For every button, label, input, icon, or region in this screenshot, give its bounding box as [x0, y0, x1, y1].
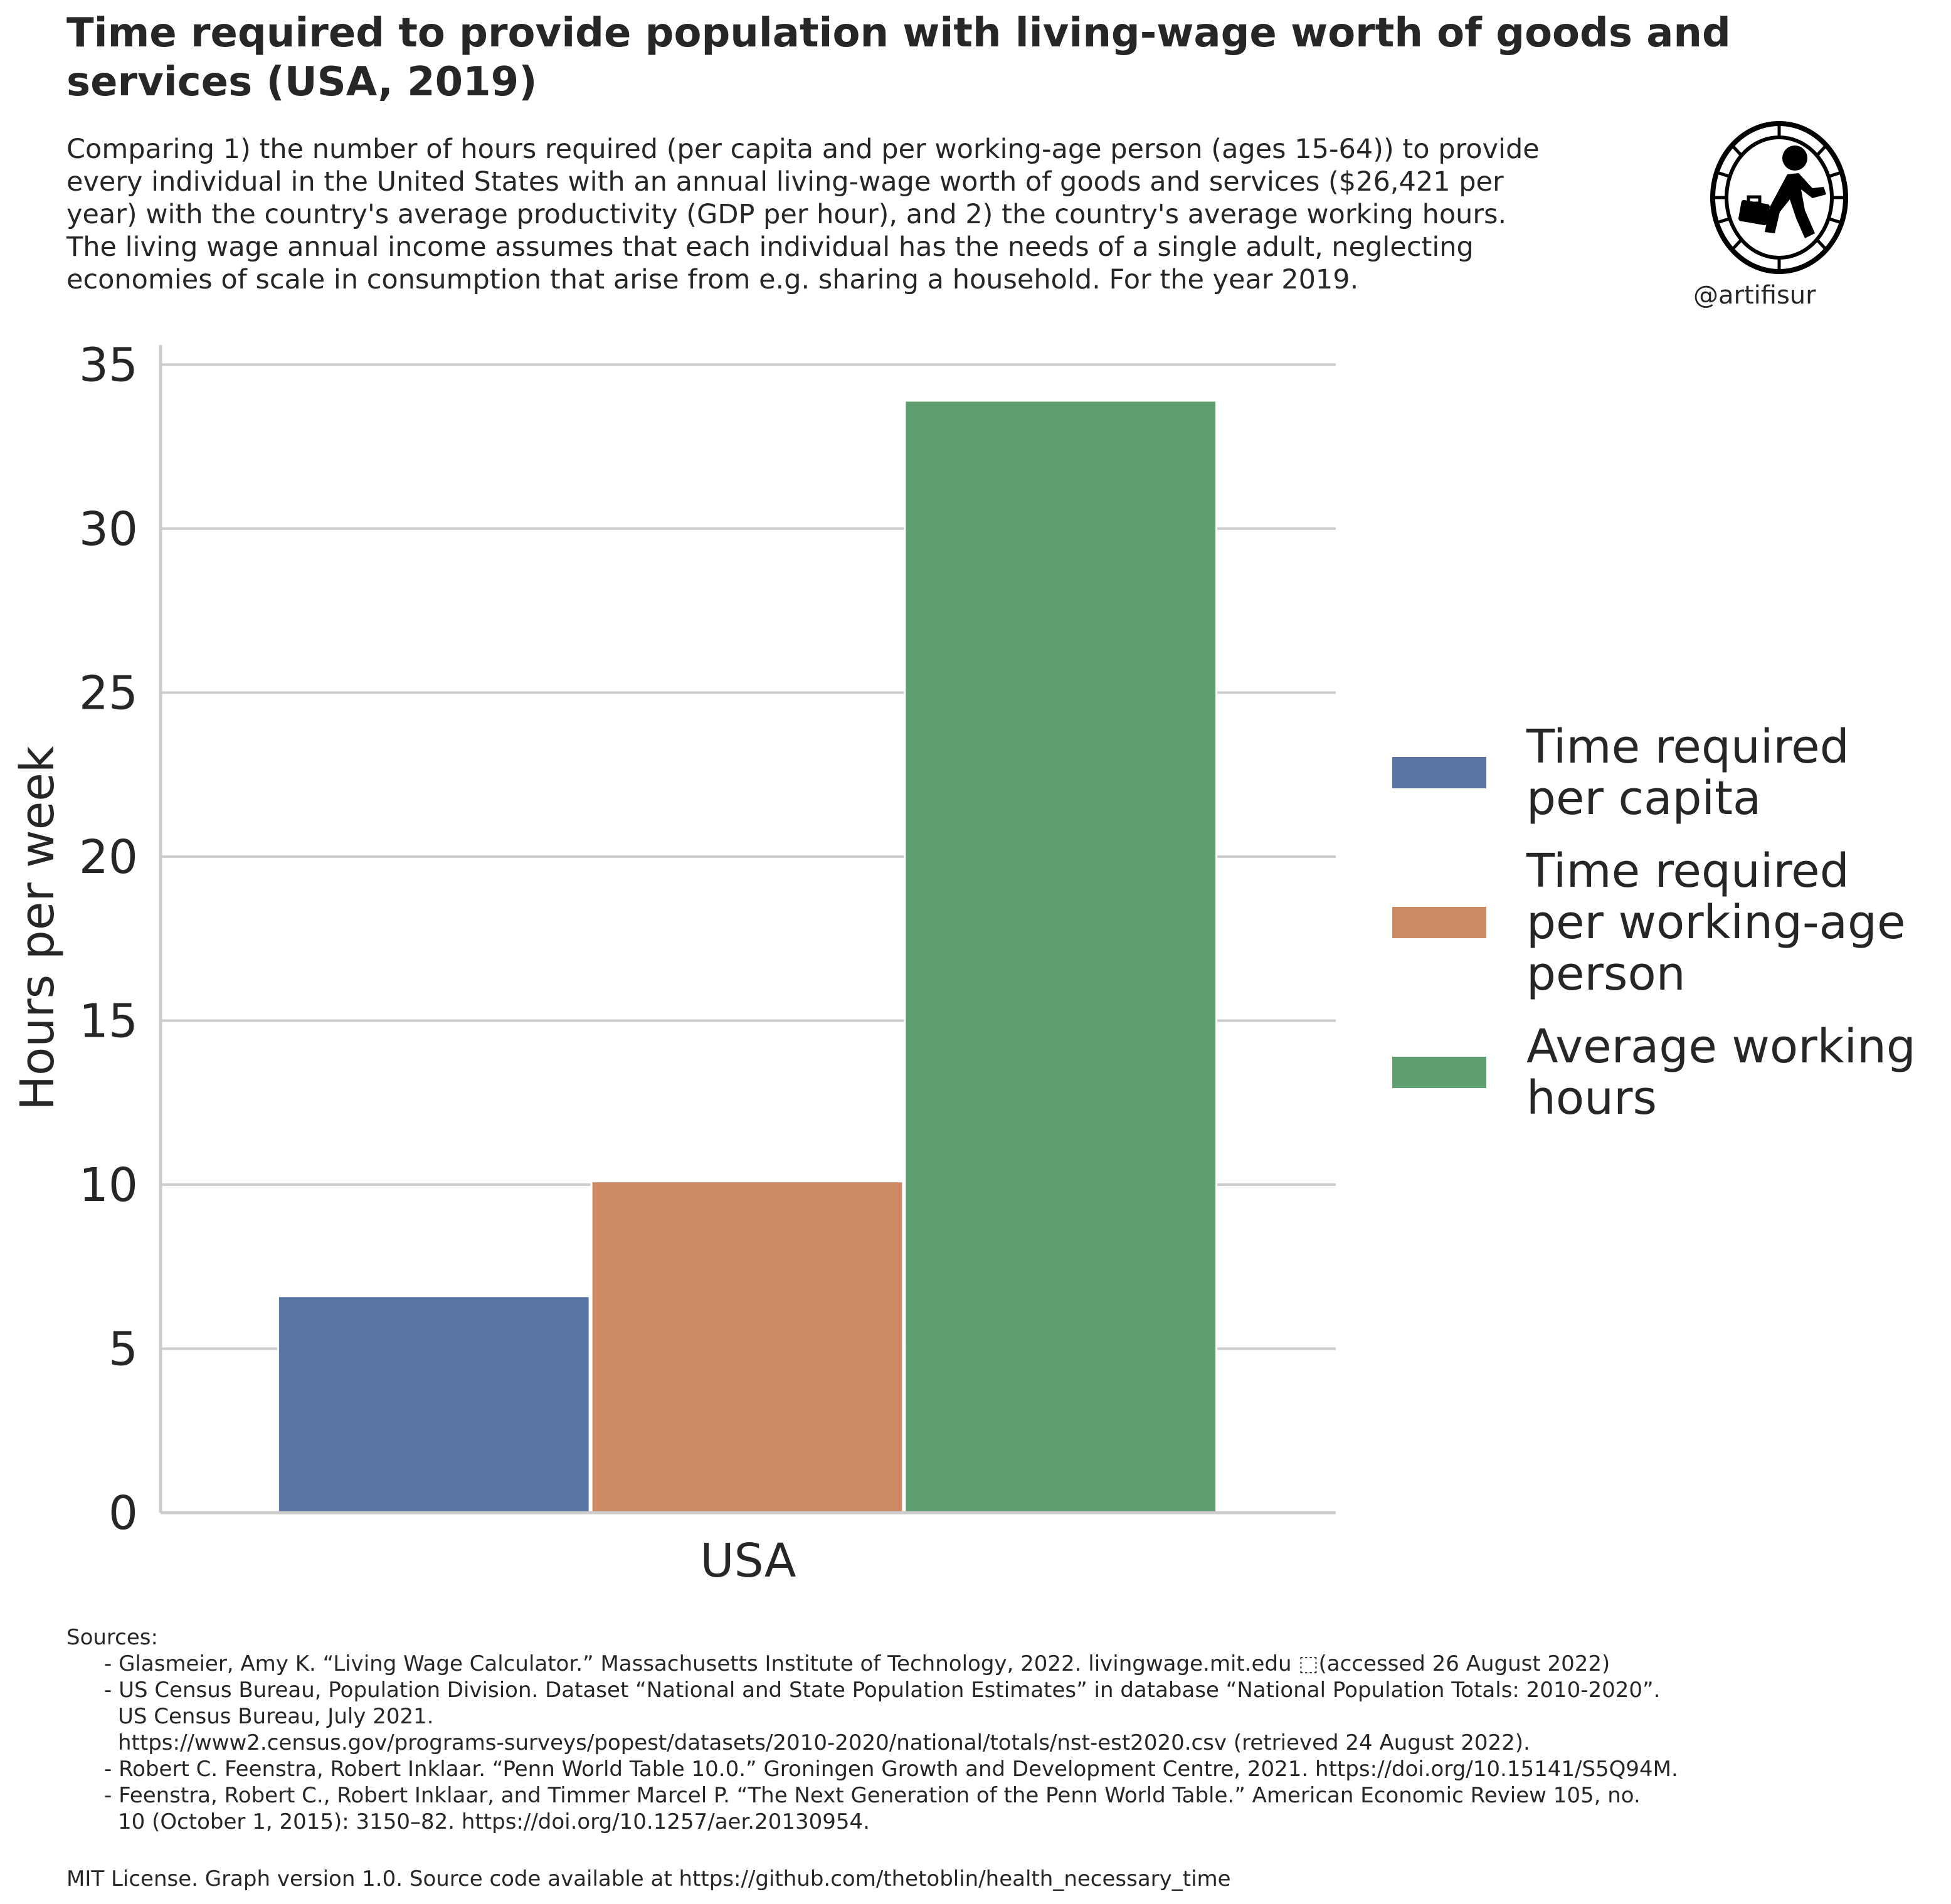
y-tick-labels: 0 5 10 15 20 25 30 35 — [79, 338, 138, 1540]
legend: Time required per capita Time required p… — [1392, 721, 1944, 1145]
sources: Sources: - Glasmeier, Amy K. “Living Wag… — [66, 1624, 1917, 1835]
legend-label: Time required per capita — [1526, 720, 1849, 825]
x-tick-labels: USA — [700, 1534, 796, 1588]
legend-swatch — [1392, 757, 1486, 788]
legend-item-per-capita: Time required per capita — [1392, 721, 1944, 824]
y-tick-label: 25 — [79, 666, 138, 720]
source-item: - US Census Bureau, Population Division.… — [104, 1678, 1661, 1755]
bars — [277, 399, 1218, 1514]
y-tick-label: 15 — [79, 994, 138, 1048]
sources-heading: Sources: — [66, 1625, 158, 1650]
legend-label: Average working hours — [1526, 1020, 1916, 1125]
y-tick-label: 0 — [108, 1486, 138, 1540]
legend-label: Time required per working-age person — [1526, 844, 1906, 1001]
y-axis-label: Hours per week — [11, 746, 65, 1110]
legend-item-per-working-age-person: Time required per working-age person — [1392, 845, 1944, 1000]
chart-subtitle: Comparing 1) the number of hours require… — [66, 134, 1540, 295]
sources-list: - Glasmeier, Amy K. “Living Wage Calcula… — [66, 1651, 1917, 1835]
bar-2 — [904, 399, 1218, 1514]
y-tick-label: 20 — [79, 830, 138, 884]
axes — [159, 345, 1336, 1515]
y-tick-label: 10 — [79, 1158, 138, 1212]
bar-1 — [590, 1180, 904, 1514]
legend-item-average-working-hours: Average working hours — [1392, 1021, 1944, 1124]
running-person-in-wheel-icon — [1710, 121, 1848, 274]
source-item: - Robert C. Feenstra, Robert Inklaar. “P… — [104, 1757, 1678, 1782]
author-handle: @artifisur — [1693, 281, 1816, 310]
bar-chart: 0 5 10 15 20 25 30 35 USA Hours per week — [11, 338, 1336, 1588]
source-item: - Glasmeier, Amy K. “Living Wage Calcula… — [104, 1651, 1610, 1676]
legend-swatch — [1392, 907, 1486, 938]
legend-swatch — [1392, 1057, 1486, 1088]
y-tick-label: 5 — [108, 1322, 138, 1376]
license-footer: MIT License. Graph version 1.0. Source c… — [66, 1866, 1231, 1891]
y-tick-label: 30 — [79, 502, 138, 556]
source-item: - Feenstra, Robert C., Robert Inklaar, a… — [104, 1783, 1641, 1834]
chart-title: Time required to provide population with… — [66, 10, 1731, 105]
y-tick-label: 35 — [79, 338, 138, 392]
x-tick-label: USA — [700, 1534, 796, 1588]
bar-0 — [277, 1295, 591, 1514]
